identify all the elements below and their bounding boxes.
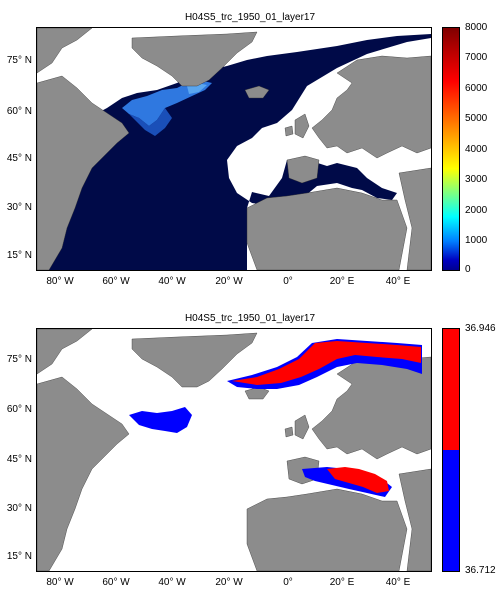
panel-1-lon-label: 40° E — [385, 276, 411, 287]
panel-1-colorbar-tick: 4000 — [465, 144, 488, 155]
panel-1-lat-label: 60° N — [6, 106, 32, 117]
panel-1-lon-label: 20° W — [215, 276, 243, 287]
panel-2-lon-label: 40° E — [385, 577, 411, 588]
panel-2-colorbar-tick: 36.946 — [465, 323, 496, 334]
panel-2-lon-label: 40° W — [158, 577, 186, 588]
panel-1-lon-label: 20° E — [329, 276, 355, 287]
panel-2-med-red — [327, 467, 389, 493]
panel-1-colorbar-tick: 6000 — [465, 83, 488, 94]
panel-2-labrador-patch — [129, 407, 192, 433]
panel-1-colorbar — [442, 27, 460, 271]
panel-2-colorbar-tick: 36.712 — [465, 565, 496, 576]
panel-1-mid-region — [129, 108, 172, 136]
panel-1-colorbar-tick: 8000 — [465, 22, 488, 33]
panel-1-lon-label: 60° W — [102, 276, 130, 287]
panel-1-tracer-field — [37, 34, 431, 270]
panel-2-lat-label: 15° N — [6, 551, 32, 562]
panel-1-title: H04S5_trc_1950_01_layer17 — [184, 12, 316, 23]
panel-1-colorbar-tick: 3000 — [465, 174, 488, 185]
panel-2-land — [37, 329, 431, 571]
panel-1-lat-label: 15° N — [6, 250, 32, 261]
panel-1-colorbar-tick: 1000 — [465, 235, 488, 246]
panel-2-title: H04S5_trc_1950_01_layer17 — [184, 313, 316, 324]
panel-1-colorbar-tick: 7000 — [465, 52, 488, 63]
panel-1-colorbar-tick: 0 — [465, 264, 471, 275]
panel-2-map-svg — [37, 329, 431, 571]
panel-1-lat-label: 75° N — [6, 55, 32, 66]
panel-2-lon-label: 20° W — [215, 577, 243, 588]
panel-1-lat-label: 30° N — [6, 202, 32, 213]
panel-1-colorbar-tick: 5000 — [465, 113, 488, 124]
panel-1-lon-label: 40° W — [158, 276, 186, 287]
panel-1-lon-label: 80° W — [46, 276, 74, 287]
panel-2-map — [36, 328, 432, 572]
panel-2-lon-label: 80° W — [46, 577, 74, 588]
panel-2-lon-label: 0° — [283, 577, 293, 588]
panel-2-colorbar — [442, 328, 460, 572]
panel-2-high-band — [232, 341, 421, 385]
panel-2-lat-label: 30° N — [6, 503, 32, 514]
panel-1-map — [36, 27, 432, 271]
panel-1-colorbar-tick: 2000 — [465, 205, 488, 216]
panel-2-lat-label: 75° N — [6, 354, 32, 365]
panel-1-lat-label: 45° N — [6, 153, 32, 164]
panel-1-lon-label: 0° — [283, 276, 293, 287]
panel-1-land — [37, 28, 431, 270]
panel-2-lat-label: 45° N — [6, 454, 32, 465]
panel-2-lon-label: 20° E — [329, 577, 355, 588]
panel-2-lat-label: 60° N — [6, 404, 32, 415]
panel-1-map-svg — [37, 28, 431, 270]
panel-2-lon-label: 60° W — [102, 577, 130, 588]
